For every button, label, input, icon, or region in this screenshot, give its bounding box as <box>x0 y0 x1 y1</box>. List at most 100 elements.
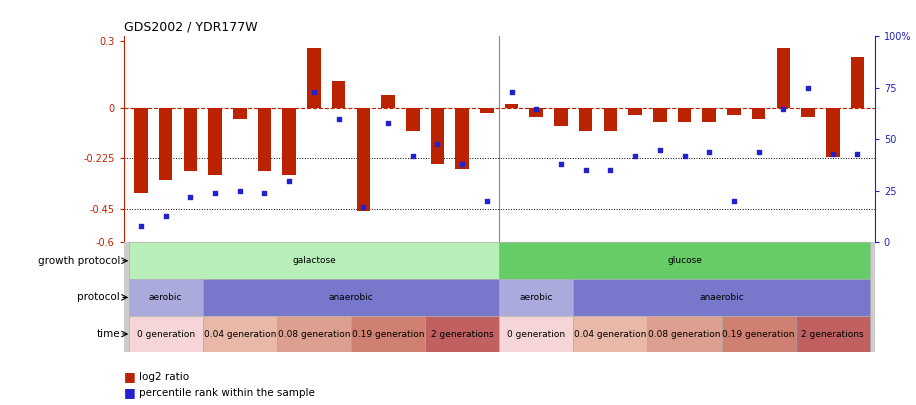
Text: aerobic: aerobic <box>149 293 182 302</box>
Bar <box>573 316 648 352</box>
Bar <box>499 279 573 316</box>
Point <box>652 147 667 153</box>
Text: log2 ratio: log2 ratio <box>139 372 190 382</box>
Bar <box>406 108 420 130</box>
Bar <box>703 108 716 122</box>
Bar <box>282 108 296 175</box>
Point <box>332 115 346 122</box>
Point <box>381 120 396 126</box>
Bar <box>202 316 277 352</box>
Point <box>257 190 272 196</box>
Point <box>677 153 692 159</box>
Text: galactose: galactose <box>292 256 336 265</box>
Bar <box>351 316 425 352</box>
Point <box>702 149 716 155</box>
Bar <box>425 316 499 352</box>
Text: growth protocol: growth protocol <box>38 256 120 266</box>
Bar <box>573 279 870 316</box>
Point <box>578 167 593 174</box>
Bar <box>826 108 840 158</box>
Bar <box>796 316 870 352</box>
Bar <box>628 108 642 115</box>
Bar <box>480 108 494 113</box>
Bar <box>183 108 197 171</box>
Text: ■: ■ <box>124 386 136 399</box>
Text: 0.08 generation: 0.08 generation <box>278 330 350 339</box>
Text: 0 generation: 0 generation <box>507 330 565 339</box>
Point <box>627 153 642 159</box>
Point <box>406 153 420 159</box>
Bar <box>307 48 321 108</box>
Bar <box>332 81 345 108</box>
Text: 0.08 generation: 0.08 generation <box>649 330 721 339</box>
Point <box>776 105 791 112</box>
Point <box>504 89 518 95</box>
Point <box>455 161 470 167</box>
Bar <box>802 108 815 117</box>
Bar <box>455 108 469 168</box>
Bar <box>579 108 593 130</box>
Point <box>850 151 865 157</box>
Bar <box>257 108 271 171</box>
Bar <box>554 108 568 126</box>
Bar <box>128 243 499 279</box>
Bar <box>777 48 791 108</box>
Bar <box>499 316 573 352</box>
Bar <box>381 95 395 108</box>
Text: 0.19 generation: 0.19 generation <box>723 330 795 339</box>
Point <box>158 213 173 219</box>
Bar <box>128 316 202 352</box>
Text: 0.19 generation: 0.19 generation <box>352 330 424 339</box>
Text: GDS2002 / YDR177W: GDS2002 / YDR177W <box>124 21 257 34</box>
Text: glucose: glucose <box>667 256 702 265</box>
Bar <box>128 279 202 316</box>
Bar <box>851 57 865 108</box>
Text: 2 generations: 2 generations <box>802 330 864 339</box>
Point <box>208 190 223 196</box>
Point <box>801 85 815 91</box>
Bar <box>134 108 147 193</box>
Point <box>726 198 741 205</box>
Point <box>233 188 247 194</box>
Bar <box>648 316 722 352</box>
Text: anaerobic: anaerobic <box>329 293 374 302</box>
Bar <box>233 108 246 119</box>
Point <box>307 89 322 95</box>
Bar <box>202 279 499 316</box>
Bar <box>277 316 351 352</box>
Point <box>134 223 148 229</box>
Text: ■: ■ <box>124 370 136 383</box>
Text: 2 generations: 2 generations <box>431 330 494 339</box>
Text: 0.04 generation: 0.04 generation <box>203 330 276 339</box>
Bar <box>722 316 796 352</box>
Bar <box>505 104 518 108</box>
Text: time: time <box>96 329 120 339</box>
Point <box>183 194 198 200</box>
Bar <box>499 243 870 279</box>
Point <box>356 204 371 211</box>
Bar <box>208 108 222 175</box>
Point <box>282 177 297 184</box>
Bar <box>727 108 741 115</box>
Text: 0 generation: 0 generation <box>136 330 195 339</box>
Point <box>529 105 543 112</box>
Text: aerobic: aerobic <box>519 293 553 302</box>
Point <box>431 141 445 147</box>
Bar <box>678 108 692 122</box>
Bar <box>529 108 543 117</box>
Point <box>553 161 568 167</box>
Point <box>603 167 617 174</box>
Point <box>825 151 840 157</box>
Bar <box>653 108 667 122</box>
Text: protocol: protocol <box>77 292 120 303</box>
Point <box>480 198 495 205</box>
Text: percentile rank within the sample: percentile rank within the sample <box>139 388 315 398</box>
Bar <box>158 108 172 180</box>
Text: anaerobic: anaerobic <box>699 293 744 302</box>
Bar <box>752 108 766 119</box>
Bar <box>431 108 444 164</box>
Bar <box>356 108 370 211</box>
Point <box>751 149 766 155</box>
Bar <box>604 108 617 130</box>
Text: 0.04 generation: 0.04 generation <box>574 330 647 339</box>
